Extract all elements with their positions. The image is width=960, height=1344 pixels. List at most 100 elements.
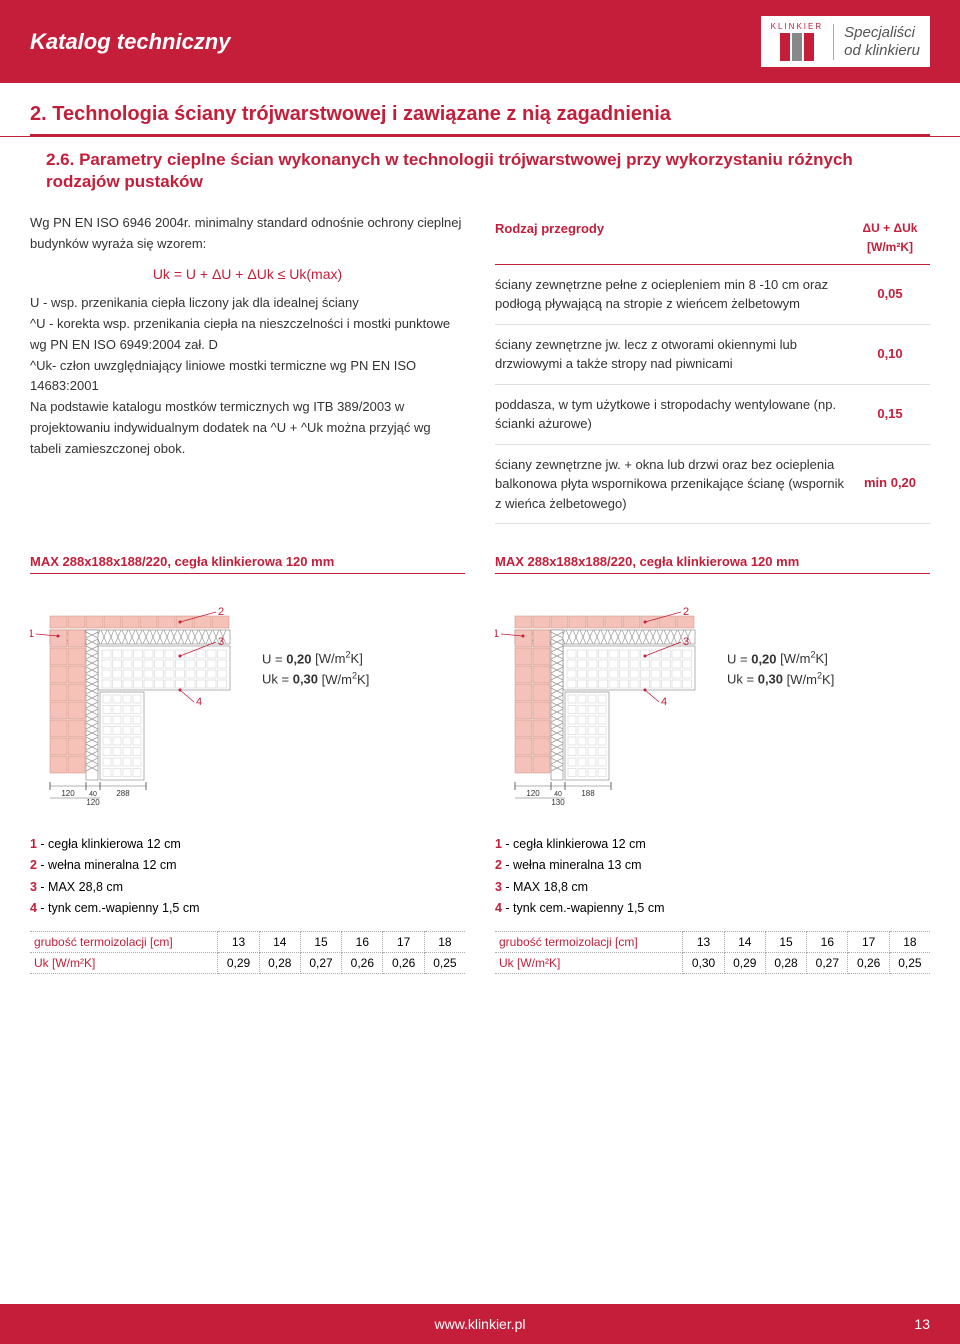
u-unit: [W/m2K] [315, 651, 363, 666]
param-row: ściany zewnętrzne pełne z ociepleniem mi… [495, 265, 930, 325]
svg-text:120: 120 [61, 789, 75, 798]
table-row-label: Uk [W/m²K] [495, 953, 683, 974]
intro-para: ^U - korekta wsp. przenikania ciepła na … [30, 314, 465, 356]
param-header-right: ΔU + ΔUk [W/m²K] [850, 219, 930, 257]
diagram-title-left: MAX 288x188x188/220, cegła klinkierowa 1… [30, 554, 465, 574]
brand-logo: KLINKIER [771, 22, 823, 61]
u-label: U = [727, 651, 748, 666]
table-cell: 0,29 [724, 953, 765, 974]
legend-list-left: 1 - cegła klinkierowa 12 cm2 - wełna min… [30, 834, 465, 919]
table-col: 14 [259, 932, 300, 953]
diagram-values-left: U = 0,20 [W/m2K] Uk = 0,30 [W/m2K] [262, 646, 369, 691]
param-header-unit: ΔU + ΔUk [850, 219, 930, 238]
svg-text:130: 130 [551, 798, 565, 806]
intro-para: ^Uk- człon uwzględniający liniowe mostki… [30, 356, 465, 398]
svg-text:2: 2 [218, 606, 224, 618]
u-unit: [W/m2K] [780, 651, 828, 666]
table-col: 18 [889, 932, 930, 953]
table-col: 18 [424, 932, 465, 953]
legend-item: 3 - MAX 18,8 cm [495, 877, 930, 898]
table-cell: 0,28 [259, 953, 300, 974]
legend-left: 1 - cegła klinkierowa 12 cm2 - wełna min… [30, 826, 465, 974]
table-cell: 0,27 [300, 953, 341, 974]
wall-diagram-right: 123412040188130 [495, 606, 715, 806]
intro-left-col: Wg PN EN ISO 6946 2004r. minimalny stand… [30, 213, 465, 524]
intro-para: Wg PN EN ISO 6946 2004r. minimalny stand… [30, 213, 465, 255]
diagram-values-right: U = 0,20 [W/m2K] Uk = 0,30 [W/m2K] [727, 646, 834, 691]
uk-label: Uk = [262, 672, 289, 687]
intro-para: Na podstawie katalogu mostków termicznyc… [30, 397, 465, 459]
tagline-line: Specjaliści [844, 24, 920, 42]
logo-bar [804, 33, 814, 61]
catalog-title: Katalog techniczny [30, 29, 230, 55]
table-cell: 0,25 [889, 953, 930, 974]
param-value: 0,15 [850, 395, 930, 434]
table-cell: 0,29 [218, 953, 259, 974]
uk-unit: [W/m2K] [787, 672, 835, 687]
tagline-line: od klinkieru [844, 42, 920, 60]
diagram-right: 123412040188130 U = 0,20 [W/m2K] Uk = 0,… [495, 606, 930, 806]
svg-text:3: 3 [683, 636, 689, 648]
section-heading: 2. Technologia ściany trójwarstwowej i z… [30, 103, 930, 137]
legend-list-right: 1 - cegła klinkierowa 12 cm2 - wełna min… [495, 834, 930, 919]
legend-right: 1 - cegła klinkierowa 12 cm2 - wełna min… [495, 826, 930, 974]
param-row: ściany zewnętrzne jw. + okna lub drzwi o… [495, 445, 930, 525]
svg-text:2: 2 [683, 606, 689, 618]
param-value: 0,10 [850, 335, 930, 374]
thickness-table-right: grubość termoizolacji [cm]131415161718Uk… [495, 931, 930, 974]
logo-bar [792, 33, 802, 61]
svg-text:3: 3 [218, 636, 224, 648]
table-col: 17 [383, 932, 424, 953]
param-table-header: Rodzaj przegrody ΔU + ΔUk [W/m²K] [495, 213, 930, 264]
table-col: 16 [807, 932, 848, 953]
svg-text:120: 120 [526, 789, 540, 798]
table-cell: 0,30 [683, 953, 724, 974]
param-value: min 0,20 [850, 455, 930, 514]
table-col: 13 [683, 932, 724, 953]
param-desc: ściany zewnętrzne jw. + okna lub drzwi o… [495, 455, 850, 514]
legend-row: 1 - cegła klinkierowa 12 cm2 - wełna min… [30, 826, 930, 974]
svg-text:188: 188 [581, 789, 595, 798]
table-col: 13 [218, 932, 259, 953]
legend-item: 3 - MAX 28,8 cm [30, 877, 465, 898]
svg-text:1: 1 [495, 628, 499, 640]
param-row: poddasza, w tym użytkowe i stropodachy w… [495, 385, 930, 445]
legend-item: 2 - wełna mineralna 13 cm [495, 855, 930, 876]
param-header-left: Rodzaj przegrody [495, 219, 850, 257]
legend-item: 1 - cegła klinkierowa 12 cm [30, 834, 465, 855]
legend-item: 1 - cegła klinkierowa 12 cm [495, 834, 930, 855]
table-header-label: grubość termoizolacji [cm] [495, 932, 683, 953]
param-header-unit: [W/m²K] [850, 238, 930, 257]
table-cell: 0,25 [424, 953, 465, 974]
page-number: 13 [914, 1316, 930, 1332]
uk-label: Uk = [727, 672, 754, 687]
table-cell: 0,26 [342, 953, 383, 974]
table-header-label: grubość termoizolacji [cm] [30, 932, 218, 953]
uk-value: 0,30 [758, 672, 783, 687]
diagram-titles-row: MAX 288x188x188/220, cegła klinkierowa 1… [30, 524, 930, 586]
footer-url: www.klinkier.pl [434, 1316, 525, 1332]
svg-text:40: 40 [89, 791, 97, 798]
diagrams-row: 1 2 3 4 120 40 288 120 U = 0,20 [W/m2K] Uk = 0,… [30, 606, 930, 806]
intro-para: U - wsp. przenikania ciepła liczony jak … [30, 293, 465, 314]
u-value: 0,20 [286, 651, 311, 666]
svg-text:4: 4 [196, 696, 202, 708]
table-cell: 0,28 [765, 953, 806, 974]
u-value: 0,20 [751, 651, 776, 666]
svg-text:288: 288 [116, 789, 130, 798]
page-footer: www.klinkier.pl 13 [0, 1304, 960, 1344]
wall-diagram-left: 123412040288120 [30, 606, 250, 806]
table-row-label: Uk [W/m²K] [30, 953, 218, 974]
param-desc: poddasza, w tym użytkowe i stropodachy w… [495, 395, 850, 434]
table-col: 15 [300, 932, 341, 953]
thickness-table-left: grubość termoizolacji [cm]131415161718Uk… [30, 931, 465, 974]
legend-item: 2 - wełna mineralna 12 cm [30, 855, 465, 876]
logo-area: KLINKIER Specjaliści od klinkieru [761, 16, 930, 67]
table-col: 15 [765, 932, 806, 953]
intro-right-col: Rodzaj przegrody ΔU + ΔUk [W/m²K] ściany… [495, 213, 930, 524]
logo-word: KLINKIER [771, 22, 823, 31]
diagram-title-right: MAX 288x188x188/220, cegła klinkierowa 1… [495, 554, 930, 574]
svg-text:4: 4 [661, 696, 667, 708]
param-row: ściany zewnętrzne jw. lecz z otworami ok… [495, 325, 930, 385]
content-area: 2. Technologia ściany trójwarstwowej i z… [0, 83, 960, 1014]
